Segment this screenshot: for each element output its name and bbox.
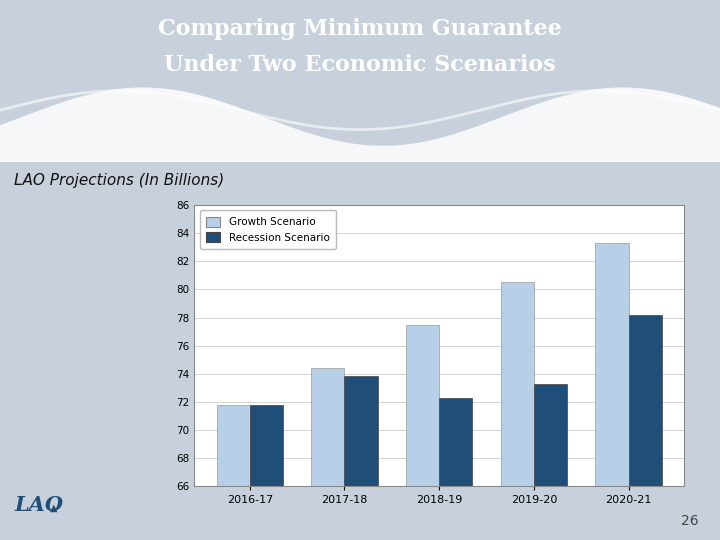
Bar [217, 404, 250, 540]
Bar [629, 315, 662, 540]
Bar [311, 368, 344, 540]
Bar [534, 383, 567, 540]
Text: Comparing Minimum Guarantee: Comparing Minimum Guarantee [158, 18, 562, 40]
Bar [406, 325, 439, 540]
Text: ▲: ▲ [50, 503, 58, 512]
Legend: Growth Scenario, Recession Scenario: Growth Scenario, Recession Scenario [199, 211, 336, 249]
Polygon shape [0, 87, 720, 162]
Text: 26: 26 [681, 514, 698, 528]
Bar [595, 243, 629, 540]
Text: Under Two Economic Scenarios: Under Two Economic Scenarios [164, 54, 556, 76]
Bar [250, 404, 283, 540]
Bar [500, 282, 534, 540]
Bar [439, 397, 472, 540]
Text: LAO Projections (In Billions): LAO Projections (In Billions) [14, 173, 225, 188]
Text: LAO: LAO [14, 495, 63, 515]
Bar [344, 376, 378, 540]
